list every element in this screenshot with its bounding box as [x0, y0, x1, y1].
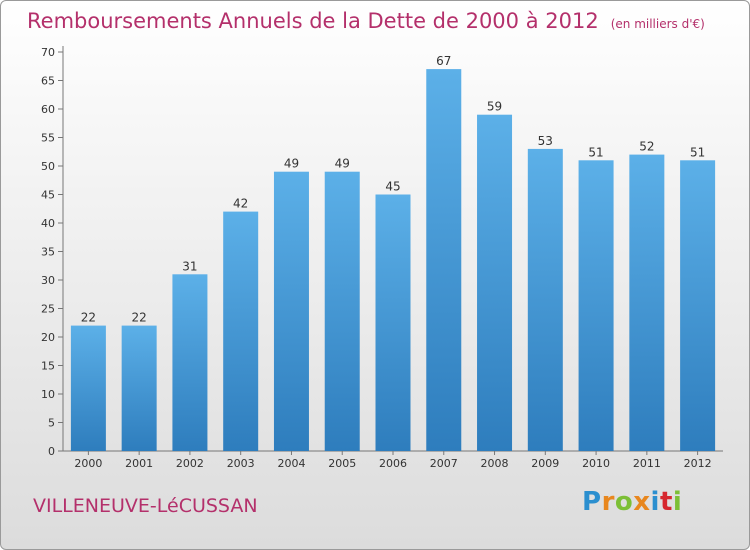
commune-name: VILLENEUVE-LéCUSSAN	[33, 495, 258, 517]
x-tick-label: 2007	[430, 457, 458, 470]
x-tick-label: 2002	[176, 457, 204, 470]
logo-letter: i	[650, 487, 660, 517]
bar-2007	[426, 69, 462, 451]
data-label-2009: 53	[538, 134, 553, 148]
x-tick-label: 2003	[227, 457, 255, 470]
bar-2006	[375, 194, 411, 451]
y-tick-label: 5	[48, 417, 55, 430]
x-tick-label: 2004	[277, 457, 305, 470]
data-label-2000: 22	[81, 311, 96, 325]
logo-letter: x	[633, 487, 651, 517]
data-label-2002: 31	[182, 259, 197, 273]
proxiti-logo[interactable]: Proxiti	[582, 487, 682, 517]
bar-2011	[629, 154, 665, 451]
bar-2009	[527, 148, 563, 451]
chart-subtitle: (en milliers d'€)	[610, 17, 705, 31]
chart-title: Remboursements Annuels de la Dette de 20…	[27, 9, 705, 33]
x-tick-label: 2005	[328, 457, 356, 470]
y-tick-label: 45	[41, 189, 55, 202]
logo-letter: t	[659, 487, 673, 517]
data-label-2010: 51	[588, 145, 603, 159]
data-label-2012: 51	[690, 145, 705, 159]
y-tick-label: 55	[41, 132, 55, 145]
y-tick-label: 15	[41, 360, 55, 373]
x-tick-label: 2011	[633, 457, 661, 470]
x-tick-label: 2006	[379, 457, 407, 470]
data-label-2008: 59	[487, 100, 502, 114]
bar-2004	[273, 171, 309, 451]
y-tick-label: 60	[41, 103, 55, 116]
y-tick-label: 40	[41, 217, 55, 230]
logo-letter: i	[672, 487, 683, 517]
bar-2005	[324, 171, 360, 451]
y-tick-label: 30	[41, 274, 55, 287]
y-tick-label: 65	[41, 75, 55, 88]
bars	[70, 69, 716, 452]
y-tick-label: 25	[41, 303, 55, 316]
data-label-2005: 49	[335, 157, 350, 171]
y-tick-label: 0	[48, 445, 55, 458]
chart-title-text: Remboursements Annuels de la Dette de 20…	[27, 9, 599, 33]
bar-2010	[578, 160, 614, 452]
bar-labels: 22 22 31 42 49 49 45 67 59 53 51 52 51	[81, 54, 706, 325]
data-label-2011: 52	[639, 140, 654, 154]
data-label-2006: 45	[385, 180, 400, 194]
x-axis: 2000 2001 2002 2003 2004 2005 2006 2007 2008 2009…	[63, 450, 723, 470]
bar-2002	[172, 274, 208, 451]
y-tick-label: 70	[41, 46, 55, 59]
x-tick-label: 2009	[531, 457, 559, 470]
bar-2003	[223, 211, 259, 451]
bar-2008	[477, 114, 513, 451]
x-tick-label: 2010	[582, 457, 610, 470]
logo-letter: r	[601, 487, 615, 517]
x-tick-label: 2012	[684, 457, 712, 470]
x-tick-label: 2001	[125, 457, 153, 470]
bar-2000	[70, 325, 106, 451]
data-label-2007: 67	[436, 54, 451, 68]
bar-2001	[121, 325, 157, 451]
x-tick-label: 2000	[74, 457, 102, 470]
logo-letter: P	[582, 487, 602, 517]
data-label-2001: 22	[132, 311, 147, 325]
x-tick-label: 2008	[481, 457, 509, 470]
data-label-2003: 42	[233, 197, 248, 211]
data-label-2004: 49	[284, 157, 299, 171]
y-tick-label: 35	[41, 246, 55, 259]
bar-2012	[680, 160, 716, 452]
y-axis: 0 5 10 15 20 25 30 35 40 45 50 55 60 65 70	[41, 46, 64, 458]
logo-letter: o	[614, 487, 634, 517]
y-tick-label: 50	[41, 160, 55, 173]
y-tick-label: 20	[41, 331, 55, 344]
y-tick-label: 10	[41, 388, 55, 401]
